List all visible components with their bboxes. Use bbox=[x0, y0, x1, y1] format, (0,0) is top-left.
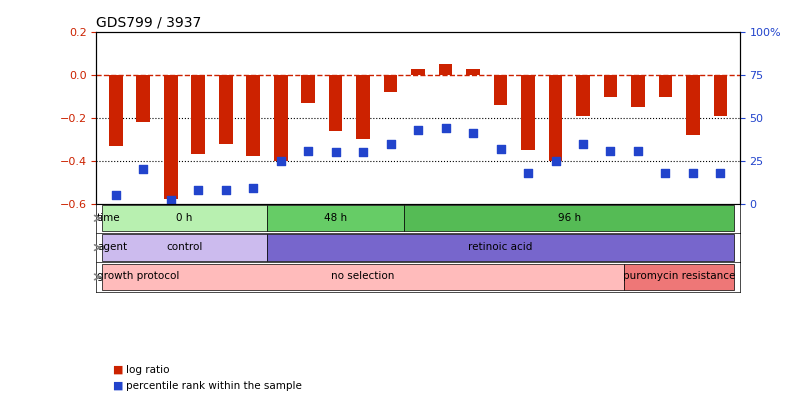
Text: GDS799 / 3937: GDS799 / 3937 bbox=[96, 16, 202, 30]
Point bbox=[164, 197, 177, 203]
Bar bbox=[603, 75, 617, 96]
Bar bbox=[108, 75, 122, 146]
Text: agent: agent bbox=[97, 242, 127, 252]
Point bbox=[603, 147, 616, 154]
Text: ■: ■ bbox=[112, 381, 123, 391]
Bar bbox=[493, 75, 507, 105]
Text: growth protocol: growth protocol bbox=[97, 271, 179, 281]
Text: retinoic acid: retinoic acid bbox=[468, 242, 532, 252]
FancyBboxPatch shape bbox=[623, 264, 733, 290]
Text: 48 h: 48 h bbox=[324, 213, 347, 223]
Bar bbox=[438, 64, 452, 75]
Point bbox=[494, 145, 507, 152]
Bar bbox=[576, 75, 589, 116]
Bar bbox=[383, 75, 397, 92]
Text: ■: ■ bbox=[112, 364, 123, 375]
Point bbox=[274, 158, 287, 164]
Point bbox=[328, 149, 341, 156]
Point bbox=[631, 147, 644, 154]
Bar bbox=[274, 75, 287, 161]
Bar bbox=[137, 75, 150, 122]
Bar bbox=[630, 75, 644, 107]
Bar bbox=[658, 75, 671, 96]
FancyBboxPatch shape bbox=[267, 205, 404, 231]
Point bbox=[384, 141, 397, 147]
Point bbox=[438, 125, 451, 132]
Text: ■ log ratio: ■ log ratio bbox=[112, 364, 169, 375]
Point bbox=[713, 170, 726, 176]
Bar bbox=[356, 75, 369, 139]
Point bbox=[548, 158, 561, 164]
FancyBboxPatch shape bbox=[102, 205, 267, 231]
Bar bbox=[328, 75, 342, 131]
Point bbox=[466, 130, 479, 136]
Bar bbox=[218, 75, 232, 144]
Point bbox=[191, 187, 204, 193]
Bar bbox=[246, 75, 259, 156]
Text: puromycin resistance: puromycin resistance bbox=[622, 271, 735, 281]
FancyBboxPatch shape bbox=[404, 205, 733, 231]
Bar bbox=[466, 69, 479, 75]
Point bbox=[411, 127, 424, 133]
Bar bbox=[410, 69, 425, 75]
Point bbox=[109, 192, 122, 198]
Text: control: control bbox=[166, 242, 202, 252]
Text: no selection: no selection bbox=[331, 271, 394, 281]
Point bbox=[658, 170, 671, 176]
Bar bbox=[164, 75, 177, 199]
Point bbox=[137, 166, 149, 173]
Point bbox=[247, 185, 259, 192]
Text: time: time bbox=[97, 213, 120, 223]
FancyBboxPatch shape bbox=[102, 234, 267, 261]
Point bbox=[576, 141, 589, 147]
Text: 96 h: 96 h bbox=[557, 213, 580, 223]
FancyBboxPatch shape bbox=[267, 234, 733, 261]
Point bbox=[219, 187, 232, 193]
Bar bbox=[301, 75, 315, 103]
Point bbox=[357, 149, 369, 156]
Point bbox=[301, 147, 314, 154]
Bar bbox=[191, 75, 205, 154]
Point bbox=[686, 170, 699, 176]
Text: ■ percentile rank within the sample: ■ percentile rank within the sample bbox=[112, 381, 301, 391]
Bar bbox=[520, 75, 534, 150]
Bar bbox=[685, 75, 699, 135]
Bar bbox=[548, 75, 561, 161]
Bar bbox=[713, 75, 727, 116]
Point bbox=[521, 170, 534, 176]
Text: 0 h: 0 h bbox=[176, 213, 193, 223]
FancyBboxPatch shape bbox=[102, 264, 623, 290]
